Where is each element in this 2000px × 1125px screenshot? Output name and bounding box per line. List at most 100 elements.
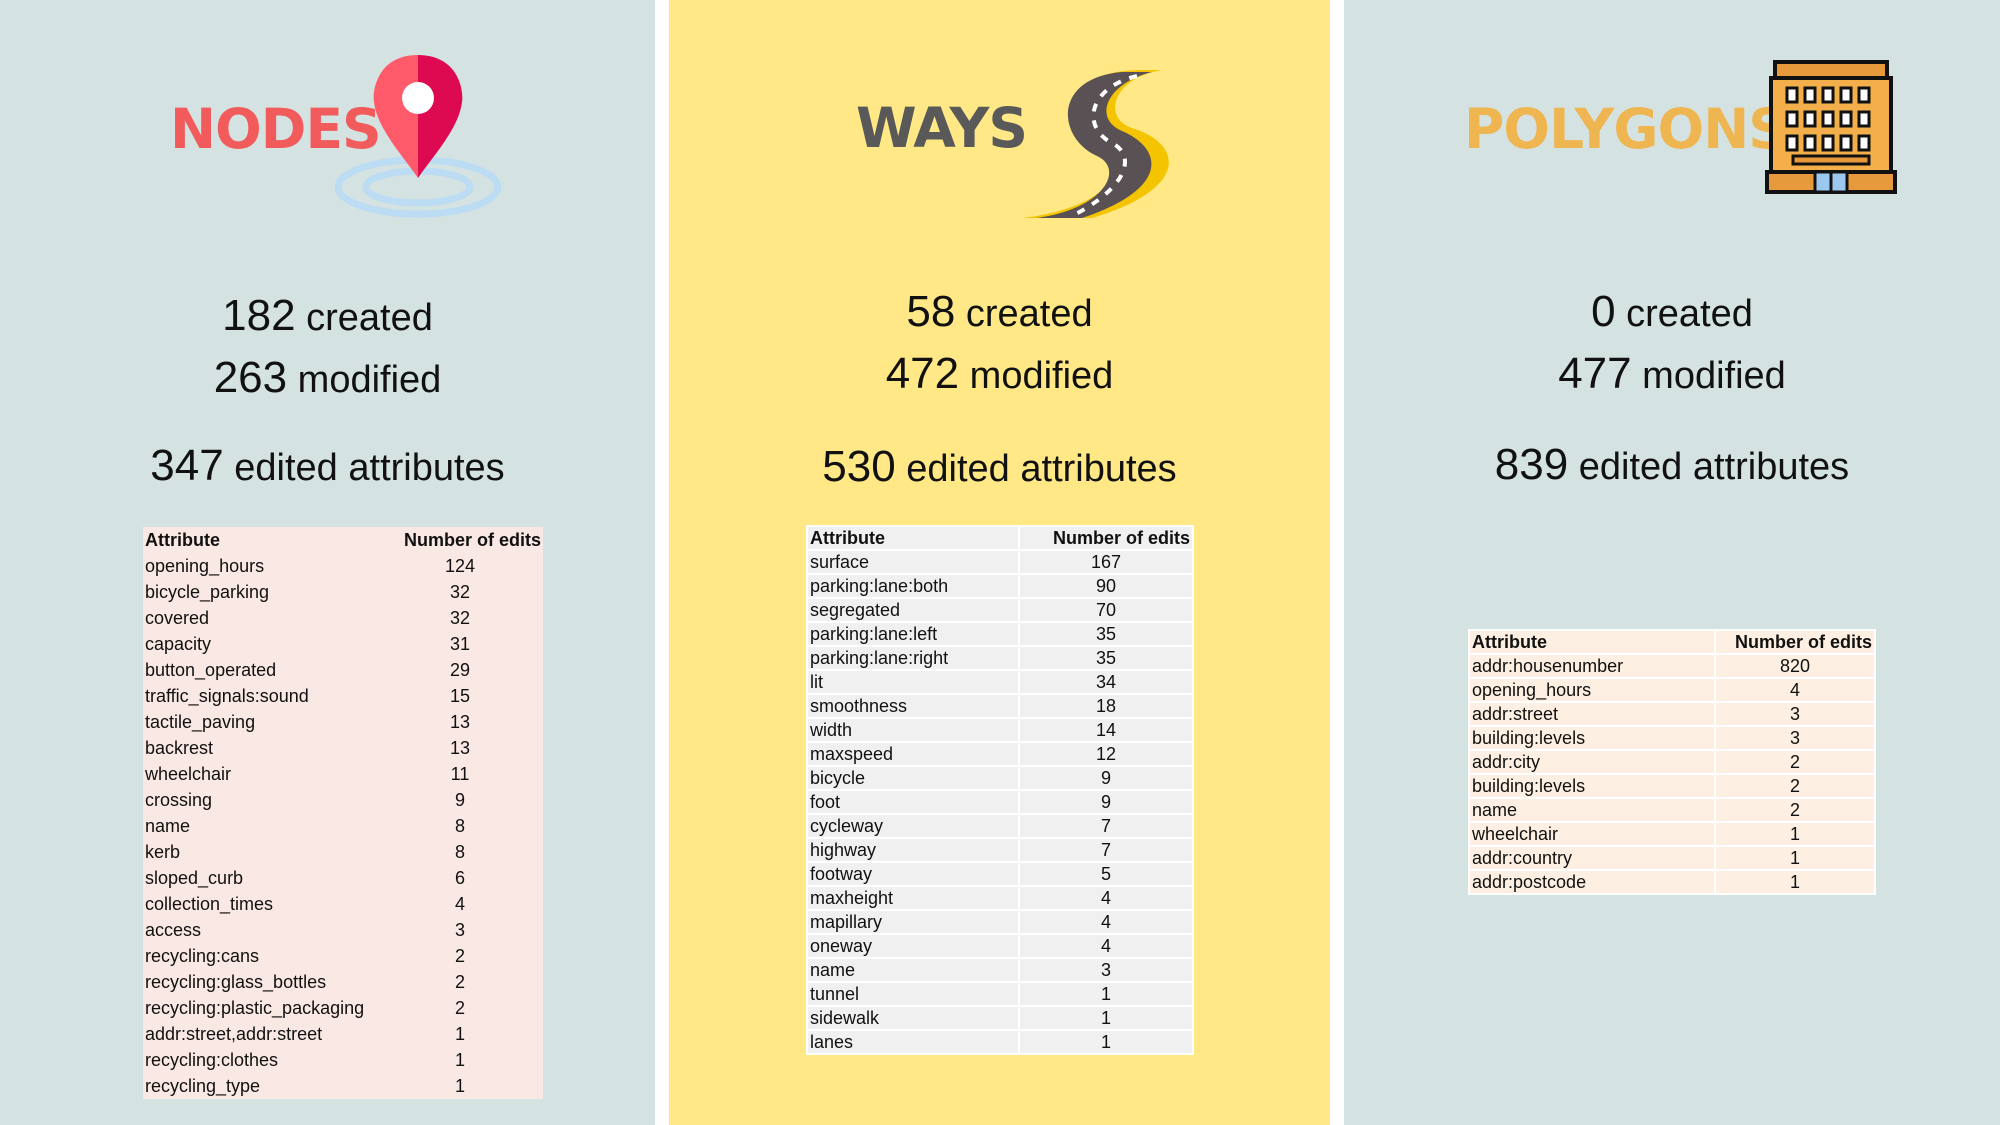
attribute-name-cell: width	[806, 717, 1020, 743]
table-row: collection_times 4	[143, 891, 543, 917]
edit-count-cell: 29	[449, 659, 471, 680]
polygons-stats: 0 created 477 modified	[1344, 282, 2000, 406]
attribute-name-cell: name	[1468, 797, 1716, 823]
ways-modified-label: modified	[969, 355, 1114, 397]
edit-count-cell: 8	[454, 841, 465, 862]
table-header-row: Attribute Number of edits	[806, 525, 1194, 551]
nodes-modified-count: 263	[213, 353, 288, 402]
table-row: backrest 13	[143, 735, 543, 761]
table-row: building:levels 2	[1468, 773, 1876, 799]
attribute-name-cell: parking:lane:both	[806, 573, 1020, 599]
table-row: kerb 8	[143, 839, 543, 865]
edit-count-cell: 31	[449, 633, 471, 654]
nodes-modified: 263 modified	[0, 348, 655, 410]
attribute-column-header: Attribute	[1468, 629, 1716, 655]
ways-created: 58 created	[669, 282, 1330, 344]
ways-stats: 58 created 472 modified	[669, 282, 1330, 406]
edit-count-cell: 2	[454, 945, 465, 966]
table-row: lanes 1	[806, 1029, 1194, 1055]
ways-modified: 472 modified	[669, 344, 1330, 406]
nodes-title: NODES	[170, 97, 382, 161]
attribute-name-cell: opening_hours	[145, 555, 265, 576]
building-icon	[1765, 60, 1897, 194]
attribute-name-cell: addr:city	[1468, 749, 1716, 775]
attribute-name-cell: capacity	[145, 633, 212, 654]
attribute-name-cell: crossing	[145, 789, 213, 810]
edit-count-cell: 4	[1018, 933, 1194, 959]
polygons-edited-count: 839	[1494, 440, 1569, 489]
table-row: maxspeed 12	[806, 741, 1194, 767]
polygons-created-count: 0	[1591, 287, 1616, 336]
attribute-name-cell: tunnel	[806, 981, 1020, 1007]
nodes-created: 182 created	[0, 286, 655, 348]
attribute-name-cell: building:levels	[1468, 773, 1716, 799]
nodes-stats: 182 created 263 modified	[0, 286, 655, 410]
attribute-name-cell: recycling:glass_bottles	[145, 971, 327, 992]
table-row: sloped_curb 6	[143, 865, 543, 891]
table-row: oneway 4	[806, 933, 1194, 959]
edits-column-header: Number of edits	[403, 529, 541, 550]
attribute-name-cell: backrest	[145, 737, 214, 758]
table-row: foot 9	[806, 789, 1194, 815]
table-row: addr:street,addr:street 1	[143, 1021, 543, 1047]
table-row: traffic_signals:sound 15	[143, 683, 543, 709]
polygons-modified-label: modified	[1642, 355, 1786, 397]
edit-count-cell: 4	[1018, 885, 1194, 911]
table-row: recycling:cans 2	[143, 943, 543, 969]
edit-count-cell: 8	[454, 815, 465, 836]
attribute-name-cell: highway	[806, 837, 1020, 863]
attribute-name-cell: addr:country	[1468, 845, 1716, 871]
nodes-created-count: 182	[222, 291, 296, 340]
nodes-created-label: created	[306, 297, 433, 339]
edits-column-header: Number of edits	[1714, 629, 1876, 655]
attribute-name-cell: addr:street,addr:street	[145, 1023, 323, 1044]
polygons-created: 0 created	[1344, 282, 2000, 344]
attribute-name-cell: lanes	[806, 1029, 1020, 1055]
polygons-created-label: created	[1626, 293, 1753, 335]
nodes-edited: 347 edited attributes	[0, 436, 655, 498]
attribute-name-cell: cycleway	[806, 813, 1020, 839]
edit-count-cell: 12	[1018, 741, 1194, 767]
table-header-row: Attribute Number of edits	[143, 527, 543, 553]
table-row: wheelchair 1	[1468, 821, 1876, 847]
table-row: footway 5	[806, 861, 1194, 887]
edit-count-cell: 13	[449, 711, 471, 732]
polygons-title: POLYGONS	[1464, 97, 1788, 161]
edit-count-cell: 1	[454, 1075, 465, 1096]
polygons-panel: POLYGONS 0 created 477 modified 839 edit…	[1344, 0, 2000, 1125]
attribute-name-cell: foot	[806, 789, 1020, 815]
table-row: covered 32	[143, 605, 543, 631]
attribute-name-cell: surface	[806, 549, 1020, 575]
attribute-name-cell: wheelchair	[145, 763, 232, 784]
attribute-name-cell: traffic_signals:sound	[145, 685, 309, 706]
edit-count-cell: 167	[1018, 549, 1194, 575]
table-row: parking:lane:both 90	[806, 573, 1194, 599]
edit-count-cell: 90	[1018, 573, 1194, 599]
table-row: bicycle_parking 32	[143, 579, 543, 605]
table-row: name 8	[143, 813, 543, 839]
attribute-name-cell: segregated	[806, 597, 1020, 623]
table-row: cycleway 7	[806, 813, 1194, 839]
attribute-name-cell: tactile_paving	[145, 711, 256, 732]
edit-count-cell: 18	[1018, 693, 1194, 719]
table-row: tactile_paving 13	[143, 709, 543, 735]
table-row: addr:city 2	[1468, 749, 1876, 775]
ways-title: WAYS	[856, 96, 1028, 160]
table-row: parking:lane:left 35	[806, 621, 1194, 647]
table-row: capacity 31	[143, 631, 543, 657]
edit-count-cell: 15	[449, 685, 471, 706]
attribute-name-cell: smoothness	[806, 693, 1020, 719]
table-row: smoothness 18	[806, 693, 1194, 719]
table-row: opening_hours 4	[1468, 677, 1876, 703]
table-row: sidewalk 1	[806, 1005, 1194, 1031]
edit-count-cell: 7	[1018, 813, 1194, 839]
attribute-name-cell: recycling:clothes	[145, 1049, 279, 1070]
edit-count-cell: 9	[1018, 789, 1194, 815]
attribute-name-cell: maxspeed	[806, 741, 1020, 767]
edit-count-cell: 1	[1714, 869, 1876, 895]
table-row: segregated 70	[806, 597, 1194, 623]
edits-column-header: Number of edits	[1018, 525, 1194, 551]
edit-count-cell: 1	[1714, 845, 1876, 871]
attribute-name-cell: collection_times	[145, 893, 274, 914]
polygons-edited-label: edited attributes	[1578, 446, 1850, 488]
